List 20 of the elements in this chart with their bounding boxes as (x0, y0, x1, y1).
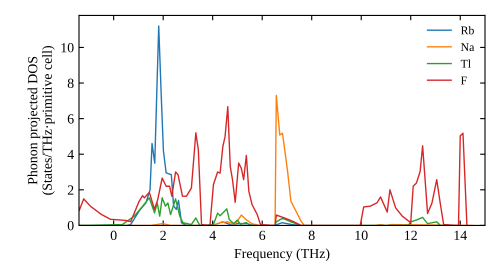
y-tick-label: 8 (68, 78, 74, 88)
x-axis-title: Frequency (THz) (234, 248, 330, 262)
x-tick-label: 6 (259, 230, 266, 240)
x-tick-label: 8 (308, 230, 315, 240)
y-tick-label: 0 (68, 220, 74, 230)
x-tick-label: 0 (110, 230, 117, 240)
legend-label: F (460, 76, 467, 84)
y-tick-label: 4 (67, 150, 74, 160)
y-tick-label: 6 (68, 114, 74, 124)
legend-label: Rb (460, 26, 474, 34)
legend-label: Tl (460, 59, 471, 68)
x-tick-label: 14 (454, 230, 467, 240)
legend-label: Na (460, 43, 474, 52)
x-tick-label: 4 (209, 230, 216, 240)
x-tick-label: 10 (355, 230, 368, 240)
y-tick-label: 10 (61, 43, 74, 52)
y-axis-title: Phonon projected DOS (States/THz·primitive cell) (28, 46, 55, 195)
x-tick-label: 2 (160, 230, 166, 240)
y-tick-label: 2 (68, 185, 74, 195)
x-tick-label: 12 (405, 230, 417, 240)
